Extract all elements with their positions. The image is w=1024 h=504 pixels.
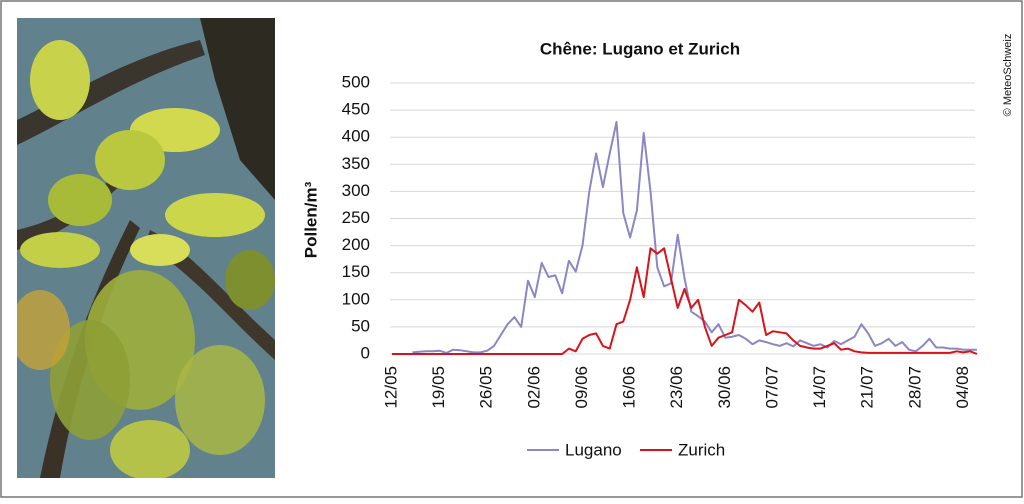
- y-tick-label: 0: [361, 343, 370, 362]
- legend-label: Zurich: [678, 440, 725, 459]
- x-tick-label: 07/07: [762, 366, 781, 409]
- x-tick-label: 21/07: [858, 366, 877, 409]
- x-tick-label: 12/05: [381, 366, 400, 409]
- x-tick-label: 30/06: [715, 366, 734, 409]
- y-tick-label: 450: [342, 100, 370, 119]
- x-tick-label: 19/05: [429, 366, 448, 409]
- legend-label: Lugano: [565, 440, 622, 459]
- x-tick-label: 14/07: [810, 366, 829, 409]
- chart-title: Chêne: Lugano et Zurich: [540, 39, 740, 58]
- series-line: [392, 247, 978, 355]
- x-tick-label: 26/05: [477, 366, 496, 409]
- x-tick-label: 28/07: [905, 366, 924, 409]
- x-tick-label: 16/06: [620, 366, 639, 409]
- y-axis-label: Pollen/m³: [301, 181, 320, 258]
- x-tick-label: 04/08: [953, 366, 972, 409]
- y-tick-label: 100: [342, 289, 370, 308]
- y-tick-label: 50: [351, 316, 370, 335]
- x-tick-label: 09/06: [572, 366, 591, 409]
- series-line: [412, 121, 977, 354]
- credit: © MeteoSchweiz: [1002, 34, 1014, 117]
- x-tick-label: 02/06: [524, 366, 543, 409]
- y-tick-label: 150: [342, 262, 370, 281]
- photo: [17, 18, 275, 478]
- y-tick-label: 500: [342, 72, 370, 91]
- y-tick-label: 200: [342, 235, 370, 254]
- y-tick-label: 300: [342, 181, 370, 200]
- y-tick-label: 400: [342, 127, 370, 146]
- y-tick-label: 250: [342, 208, 370, 227]
- y-tick-label: 350: [342, 154, 370, 173]
- x-tick-label: 23/06: [667, 366, 686, 409]
